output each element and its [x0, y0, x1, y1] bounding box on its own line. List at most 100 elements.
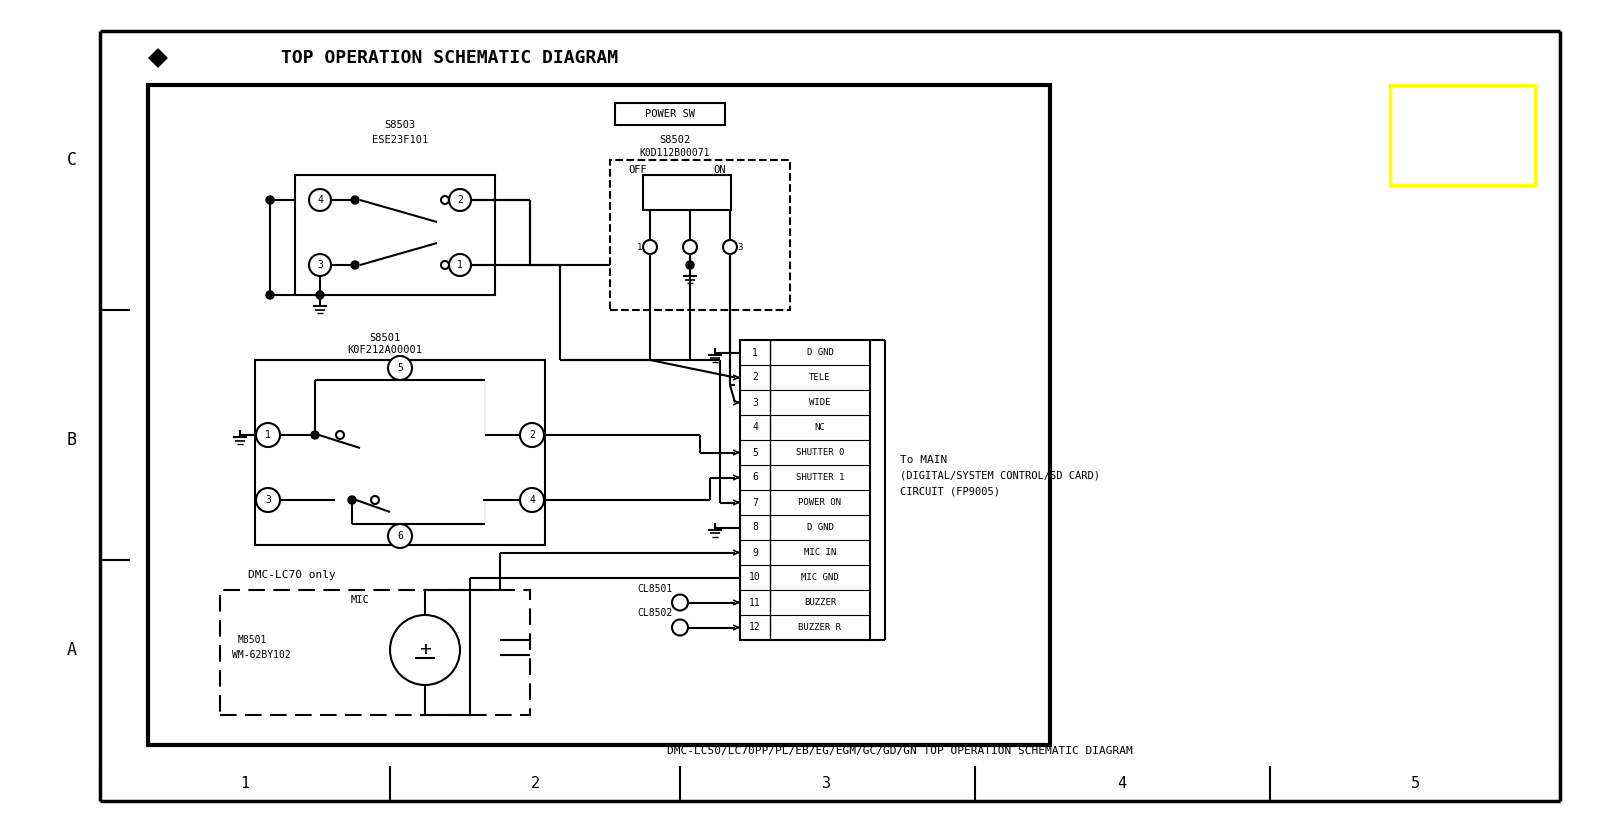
Circle shape: [266, 291, 274, 299]
Text: WM-62BY102: WM-62BY102: [232, 650, 291, 660]
Circle shape: [520, 423, 544, 447]
Text: 4: 4: [317, 195, 323, 205]
Text: D GND: D GND: [806, 348, 834, 357]
Text: K0D112B00071: K0D112B00071: [640, 148, 710, 158]
Circle shape: [450, 254, 470, 276]
Text: 5: 5: [752, 448, 758, 458]
Text: MIC IN: MIC IN: [803, 548, 837, 557]
Text: 3: 3: [752, 397, 758, 407]
Circle shape: [450, 189, 470, 211]
Circle shape: [442, 261, 450, 269]
Text: SHUTTER 0: SHUTTER 0: [795, 448, 845, 457]
Text: To MAIN: To MAIN: [899, 455, 947, 465]
Circle shape: [317, 291, 323, 299]
Text: 5: 5: [397, 363, 403, 373]
Circle shape: [387, 356, 413, 380]
Circle shape: [310, 431, 318, 439]
Text: +: +: [419, 641, 430, 660]
Text: S8501: S8501: [370, 333, 400, 343]
Circle shape: [672, 594, 688, 611]
Text: ON: ON: [714, 165, 726, 175]
Bar: [254, 360, 546, 545]
Bar: [1390, 85, 1534, 185]
Bar: [147, 85, 1050, 745]
Text: NC: NC: [814, 423, 826, 432]
Circle shape: [371, 496, 379, 504]
Text: D GND: D GND: [806, 523, 834, 532]
Text: 1: 1: [458, 260, 462, 270]
Text: WIDE: WIDE: [810, 398, 830, 407]
Circle shape: [390, 615, 461, 685]
Text: BUZZER: BUZZER: [803, 598, 837, 607]
Text: MIC: MIC: [350, 595, 370, 605]
Text: 3: 3: [317, 260, 323, 270]
Bar: [614, 103, 725, 125]
Text: 8: 8: [752, 523, 758, 533]
Bar: [643, 175, 731, 210]
Text: 2: 2: [531, 776, 539, 791]
Text: S8503: S8503: [384, 120, 416, 130]
Circle shape: [683, 240, 698, 254]
Circle shape: [686, 261, 694, 269]
Text: 1: 1: [266, 430, 270, 440]
Text: TOP OPERATION SCHEMATIC DIAGRAM: TOP OPERATION SCHEMATIC DIAGRAM: [282, 49, 619, 67]
Text: K0F212A00001: K0F212A00001: [347, 345, 422, 355]
Text: DMC-LC70 only: DMC-LC70 only: [248, 570, 336, 580]
Circle shape: [442, 196, 450, 204]
Text: 1: 1: [752, 347, 758, 357]
Circle shape: [349, 496, 355, 504]
Text: CL8501: CL8501: [637, 583, 672, 593]
Text: M8501: M8501: [238, 635, 267, 645]
Text: 9: 9: [752, 548, 758, 558]
Text: 5: 5: [1411, 776, 1419, 791]
Circle shape: [387, 524, 413, 548]
Text: 12: 12: [749, 622, 762, 632]
Circle shape: [266, 196, 274, 204]
Text: 3: 3: [738, 243, 742, 252]
Text: 10: 10: [749, 573, 762, 583]
Circle shape: [723, 240, 738, 254]
Text: 6: 6: [397, 531, 403, 541]
Polygon shape: [149, 49, 166, 67]
Circle shape: [350, 196, 358, 204]
Text: 1: 1: [637, 243, 643, 252]
Text: (DIGITAL/SYSTEM CONTROL/SD CARD): (DIGITAL/SYSTEM CONTROL/SD CARD): [899, 471, 1101, 481]
Text: TELE: TELE: [810, 373, 830, 382]
Text: 4: 4: [752, 422, 758, 432]
Bar: [739, 340, 870, 640]
Circle shape: [256, 423, 280, 447]
Text: SHUTTER 1: SHUTTER 1: [795, 473, 845, 482]
Text: MIC GND: MIC GND: [802, 573, 838, 582]
Text: CL8502: CL8502: [637, 608, 672, 618]
Text: 3: 3: [822, 776, 832, 791]
Text: 2: 2: [458, 195, 462, 205]
Text: 2: 2: [530, 430, 534, 440]
Bar: [610, 160, 790, 310]
Circle shape: [309, 189, 331, 211]
Text: S8502: S8502: [659, 135, 691, 145]
Text: OFF: OFF: [629, 165, 648, 175]
Text: 11: 11: [749, 597, 762, 607]
Circle shape: [520, 488, 544, 512]
Circle shape: [643, 240, 658, 254]
Circle shape: [309, 254, 331, 276]
Text: DMC-LC50/LC70PP/PL/EB/EG/EGM/GC/GD/GN TOP OPERATION SCHEMATIC DIAGRAM: DMC-LC50/LC70PP/PL/EB/EG/EGM/GC/GD/GN TO…: [667, 746, 1133, 756]
Text: ESE23F101: ESE23F101: [371, 135, 429, 145]
Text: 7: 7: [752, 498, 758, 508]
Text: 6: 6: [752, 473, 758, 483]
Text: 3: 3: [266, 495, 270, 505]
Circle shape: [256, 488, 280, 512]
Bar: [294, 175, 494, 295]
Text: POWER ON: POWER ON: [798, 498, 842, 507]
Text: C: C: [67, 151, 77, 169]
Text: BUZZER R: BUZZER R: [798, 623, 842, 632]
Circle shape: [350, 261, 358, 269]
Bar: [221, 590, 530, 715]
Text: CIRCUIT (FP9005): CIRCUIT (FP9005): [899, 487, 1000, 497]
Text: B: B: [67, 431, 77, 449]
Text: POWER SW: POWER SW: [645, 109, 694, 119]
Circle shape: [336, 431, 344, 439]
Text: 1: 1: [240, 776, 250, 791]
Text: 4: 4: [1117, 776, 1126, 791]
Text: 4: 4: [530, 495, 534, 505]
